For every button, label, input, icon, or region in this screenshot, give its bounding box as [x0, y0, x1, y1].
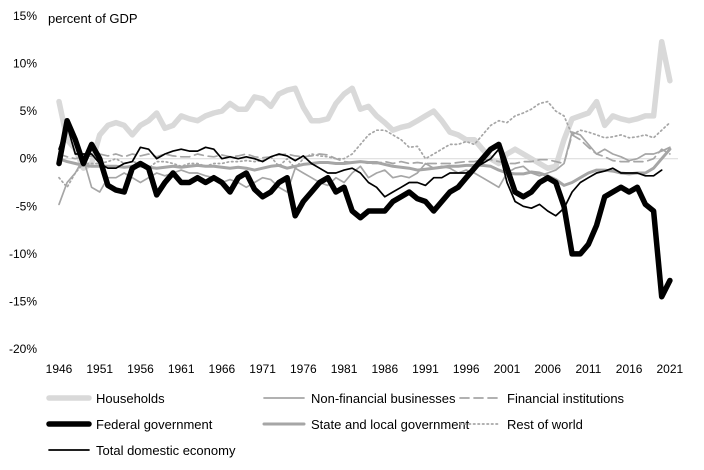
x-tick-label: 1991 [412, 362, 439, 376]
series-line-state-and-local-government [57, 147, 672, 187]
legend-item-federal-government: Federal government [46, 417, 213, 432]
x-tick-label: 2001 [494, 362, 521, 376]
x-tick-label: 1946 [46, 362, 73, 376]
series-line-non-financial-businesses [58, 131, 671, 206]
x-tick-label: 2006 [534, 362, 561, 376]
y-tick-label: 5% [20, 104, 38, 118]
legend-item-rest-of-world: Rest of world [459, 417, 583, 432]
x-tick-label: 1976 [290, 362, 317, 376]
y-tick-label: -15% [9, 294, 37, 308]
x-tick-label: 1996 [453, 362, 480, 376]
legend-item-households: Households [46, 391, 165, 406]
legend-label: Financial institutions [507, 391, 625, 406]
x-tick-label: 1956 [127, 362, 154, 376]
series-line-total-domestic-economy [58, 124, 663, 217]
x-tick-label: 1961 [168, 362, 195, 376]
legend-label: Federal government [96, 417, 213, 432]
legend-label: State and local government [311, 417, 470, 432]
x-tick-label: 1986 [371, 362, 398, 376]
series-line-households [56, 38, 673, 171]
y-tick-label: -10% [9, 247, 37, 261]
legend-label: Total domestic economy [96, 443, 236, 458]
x-tick-label: 1971 [249, 362, 276, 376]
series-line-rest-of-world [58, 100, 671, 189]
x-axis-ticks: 1946 1951 1956 1961 1966 1971 1976 1981 … [46, 362, 684, 376]
x-tick-label: 1951 [86, 362, 113, 376]
x-tick-label: 1981 [331, 362, 358, 376]
y-tick-label: 15% [13, 9, 37, 23]
legend-label: Rest of world [507, 417, 583, 432]
y-tick-label: 0% [20, 152, 38, 166]
legend-item-financial-institutions: Financial institutions [459, 391, 625, 406]
legend-label: Households [96, 391, 165, 406]
y-tick-label: -5% [16, 199, 38, 213]
legend-item-state-and-local-government: State and local government [262, 417, 470, 432]
x-tick-label: 1966 [209, 362, 236, 376]
x-tick-label: 2011 [576, 362, 602, 376]
y-axis-ticks: 15% 10% 5% 0% -5% -10% -15% -20% [9, 9, 37, 356]
y-tick-label: 10% [13, 57, 37, 71]
series-line-federal-government [56, 117, 673, 300]
legend-item-non-financial-businesses: Non-financial businesses [263, 391, 456, 406]
series-layer [56, 38, 673, 300]
legend-label: Non-financial businesses [311, 391, 456, 406]
unit-label: percent of GDP [48, 11, 138, 26]
x-tick-label: 2021 [657, 362, 684, 376]
y-tick-label: -20% [9, 342, 37, 356]
x-tick-label: 2016 [616, 362, 643, 376]
legend: Households Non-financial businesses Fina… [46, 391, 625, 458]
legend-item-total-domestic-economy: Total domestic economy [48, 443, 236, 458]
